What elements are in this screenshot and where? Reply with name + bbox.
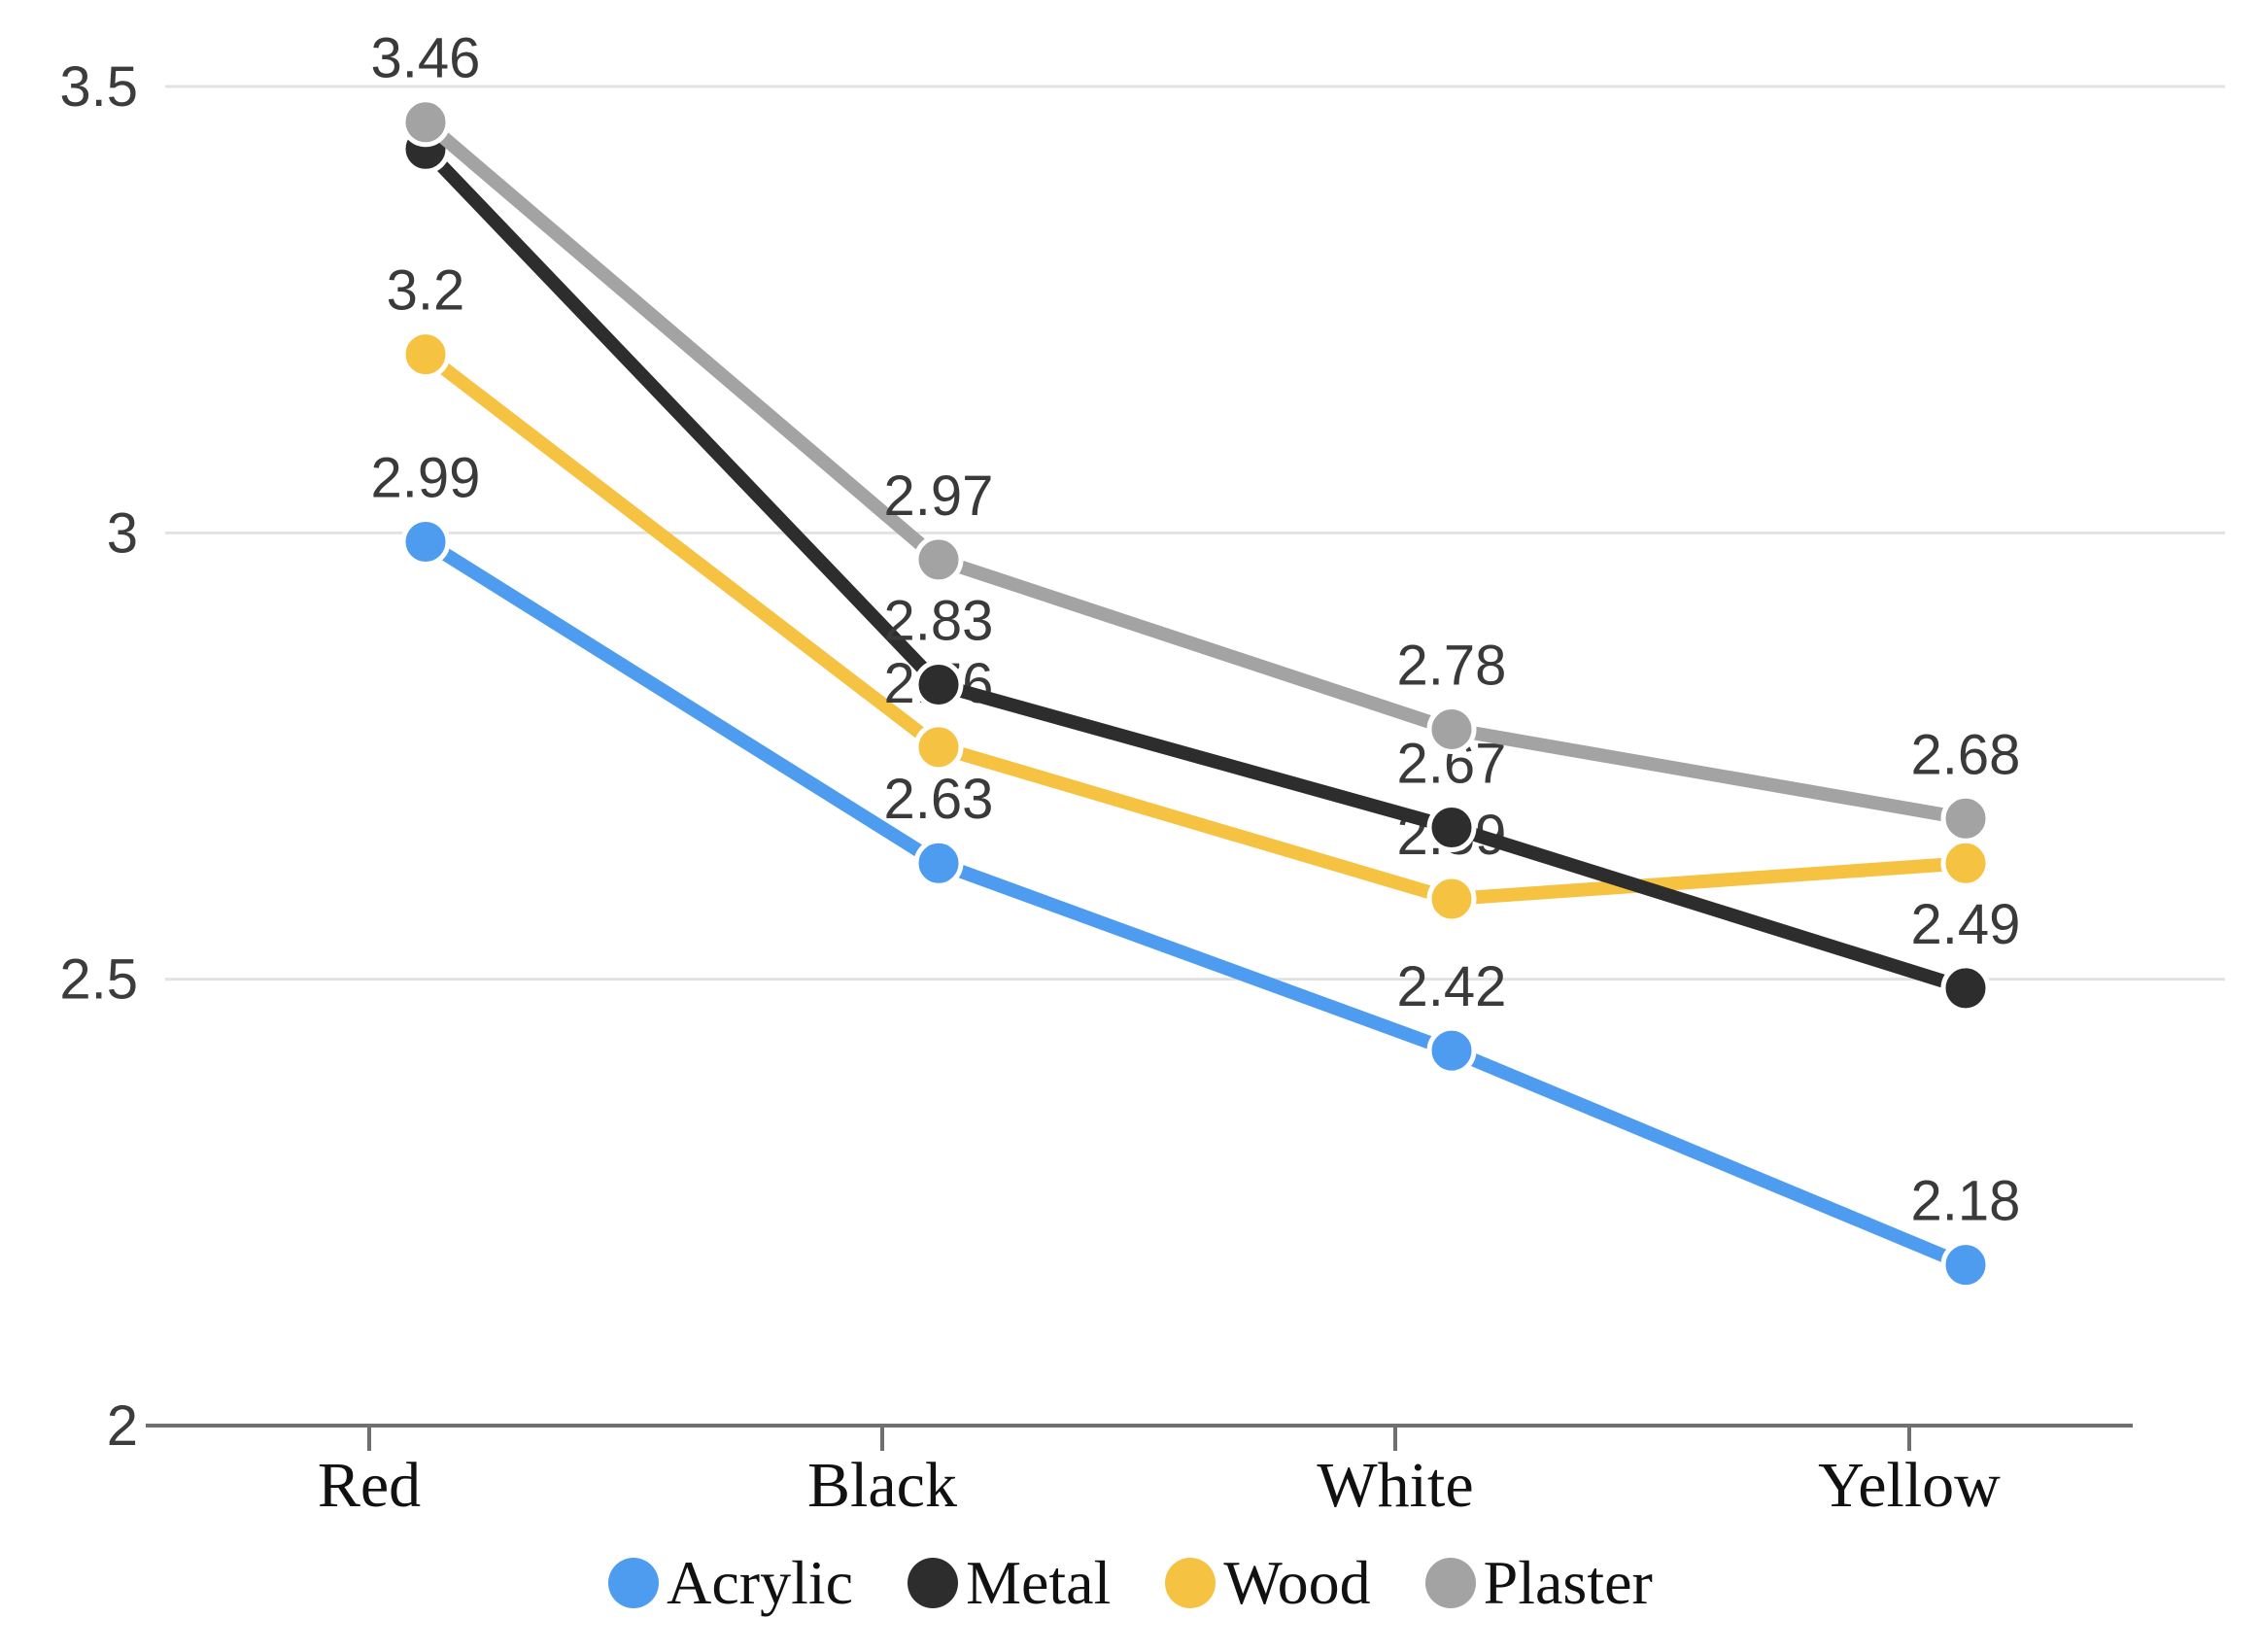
legend-marker-wood-icon: [1165, 1558, 1216, 1608]
data-point-acrylic-yellow[interactable]: [1940, 1240, 1991, 1291]
data-point-plaster-black[interactable]: [913, 534, 964, 585]
y-axis-tick-label: 3.5: [59, 55, 138, 119]
legend-marker-plaster-icon: [1424, 1558, 1476, 1608]
series-plaster: 3.46 2.97 2.78 2.68: [371, 27, 2021, 843]
data-label-acrylic-red: 2.99: [371, 447, 481, 510]
y-axis-tick-label: 2: [107, 1394, 138, 1458]
legend-item-acrylic[interactable]: Acrylic: [608, 1547, 853, 1619]
legend-label: Acrylic: [667, 1548, 854, 1617]
series-metal: 2.832.672.49: [400, 123, 2021, 1014]
legend-marker-acrylic-icon: [608, 1558, 660, 1608]
legend-item-wood[interactable]: Wood: [1165, 1547, 1371, 1619]
series-wood: 3.22.762.59: [387, 259, 1991, 924]
data-point-metal-black[interactable]: [913, 660, 964, 710]
data-label-plaster-red: 3.46: [371, 27, 481, 90]
series-line-acrylic: [419, 534, 1972, 1272]
data-point-acrylic-white[interactable]: [1426, 1025, 1477, 1076]
data-point-wood-white[interactable]: [1426, 874, 1477, 924]
legend-label: Metal: [966, 1548, 1112, 1617]
data-point-acrylic-red[interactable]: [400, 517, 451, 568]
data-label-acrylic-yellow: 2.18: [1911, 1170, 2021, 1233]
data-label-acrylic-white: 2.42: [1397, 955, 1507, 1018]
legend-label: Plaster: [1483, 1548, 1653, 1617]
x-category-label-yellow: Yellow: [1818, 1450, 2001, 1521]
x-category-label-black: Black: [807, 1450, 957, 1521]
data-point-wood-yellow[interactable]: [1940, 838, 1991, 888]
series-line-wood: [419, 347, 1972, 906]
legend-item-metal[interactable]: Metal: [908, 1547, 1111, 1619]
data-point-acrylic-black[interactable]: [913, 838, 964, 888]
series-acrylic: 2.99 2.63 2.42 2.18: [371, 447, 2021, 1291]
data-label-acrylic-black: 2.63: [884, 768, 994, 831]
y-axis-tick-label: 3: [107, 501, 138, 565]
data-label-metal-yellow: 2.49: [1911, 893, 2021, 956]
data-label-plaster-black: 2.97: [884, 465, 994, 528]
data-point-wood-red[interactable]: [400, 329, 451, 380]
data-point-wood-black[interactable]: [913, 722, 964, 773]
legend-label: Wood: [1223, 1548, 1371, 1617]
y-axis-tick-label: 2.5: [59, 948, 138, 1012]
series-line-metal: [419, 142, 1972, 995]
data-label-metal-black: 2.83: [884, 590, 994, 653]
data-label-wood-red: 3.2: [387, 259, 465, 323]
chart-legend: Acrylic Metal Wood Plaster: [0, 1547, 2261, 1619]
data-point-metal-yellow[interactable]: [1940, 963, 1991, 1014]
data-label-plaster-white: 2.78: [1397, 634, 1507, 697]
data-point-plaster-red[interactable]: [400, 97, 451, 148]
legend-marker-metal-icon: [908, 1558, 959, 1608]
series-line-plaster: [419, 115, 1972, 826]
data-point-plaster-yellow[interactable]: [1940, 793, 1991, 843]
x-category-label-white: White: [1317, 1450, 1473, 1521]
legend-item-plaster[interactable]: Plaster: [1424, 1547, 1653, 1619]
data-point-metal-white[interactable]: [1426, 802, 1477, 852]
data-label-plaster-yellow: 2.68: [1911, 723, 2021, 786]
x-category-label-red: Red: [318, 1450, 421, 1521]
data-point-plaster-white[interactable]: [1426, 704, 1477, 754]
